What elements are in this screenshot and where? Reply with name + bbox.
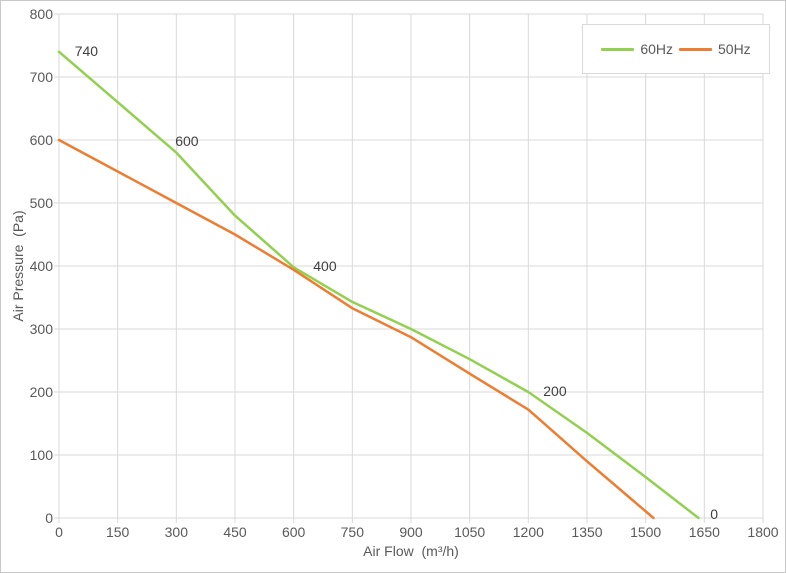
legend-label-60hz: 60Hz (640, 41, 673, 57)
y-tick-label: 300 (29, 321, 53, 337)
x-tick-label: 450 (223, 524, 247, 540)
y-tick-label: 500 (29, 195, 53, 211)
y-tick-label: 800 (29, 6, 53, 22)
legend-label-50hz: 50Hz (718, 41, 751, 57)
x-tick-label: 300 (164, 524, 188, 540)
y-tick-label: 200 (29, 384, 53, 400)
x-tick-label: 150 (105, 524, 130, 540)
data-label-400: 400 (313, 258, 337, 274)
data-label-740: 740 (74, 43, 99, 60)
x-tick-label: 600 (281, 524, 306, 540)
y-tick-label: 100 (29, 447, 53, 463)
x-tick-label: 1800 (747, 524, 779, 540)
data-label-200: 200 (543, 382, 567, 399)
series-line-60hz (57, 50, 700, 520)
plot-border (58, 13, 764, 519)
legend: 60Hz 50Hz (582, 24, 770, 74)
data-label-0: 0 (710, 506, 719, 523)
x-tick-label: 900 (399, 524, 423, 540)
legend-swatch-60hz (601, 47, 635, 51)
y-tick-label: 400 (29, 258, 53, 274)
x-axis-title: Air Flow (m³/h) (363, 543, 459, 559)
x-tick-label: 1200 (512, 524, 544, 540)
y-tick-label: 0 (45, 510, 53, 526)
x-tick-label: 1500 (630, 524, 662, 540)
x-tick-label: 1050 (454, 524, 486, 540)
x-tick-label: 1350 (571, 524, 603, 540)
x-tick-label: 1650 (688, 524, 720, 540)
y-tick-label: 600 (29, 132, 53, 148)
data-label-600: 600 (175, 133, 199, 150)
series-line-50hz (57, 138, 655, 520)
x-tick-label: 0 (55, 524, 63, 540)
legend-swatch-50hz (679, 47, 712, 51)
y-tick-label: 700 (29, 69, 53, 85)
x-tick-label: 750 (340, 524, 364, 540)
